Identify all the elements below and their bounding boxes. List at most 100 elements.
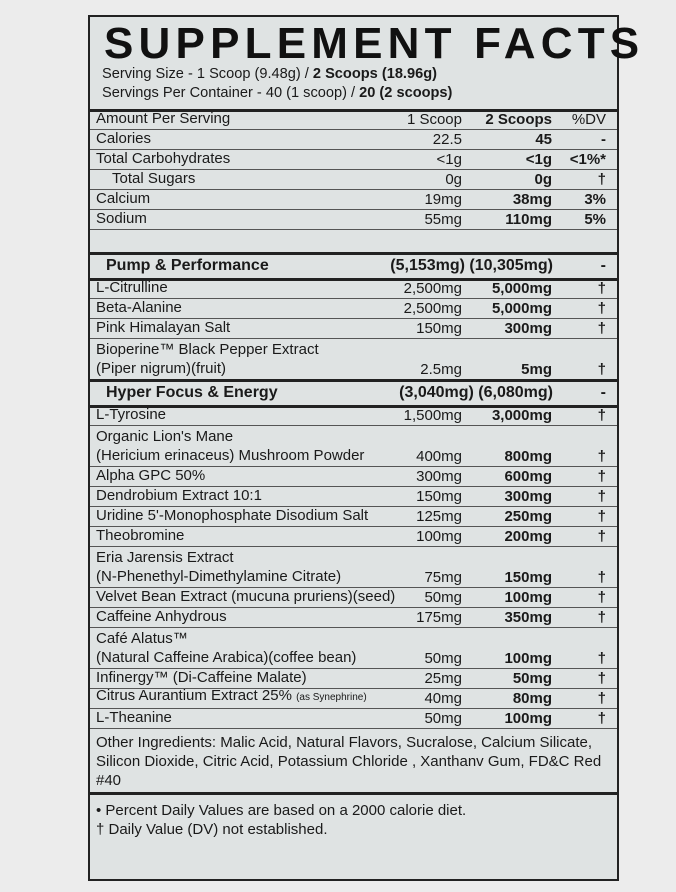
amount-1-scoop: 150mg <box>416 320 462 337</box>
amount-2-scoops: 800mg <box>504 448 552 465</box>
amount-2-scoops: 50mg <box>512 670 552 687</box>
ingredient-name-text: Beta-Alanine <box>96 299 182 316</box>
ingredient-name-detail: (Hericium erinaceus) Mushroom Powder <box>96 447 365 464</box>
label-title: SUPPLEMENT FACTS <box>104 19 645 68</box>
amount-2-scoops: 38mg <box>512 191 552 208</box>
ingredient-name: Infinergy™ (Di-Caffeine Malate) <box>96 668 307 687</box>
ingredient-name-text: Infinergy™ (Di-Caffeine Malate) <box>96 669 307 686</box>
ingredient-name: Sodium <box>96 209 147 228</box>
ingredient-name-text: Pink Himalayan Salt <box>96 319 231 336</box>
ingredient-name-text: Dendrobium Extract 10:1 <box>96 487 262 504</box>
daily-value: † <box>597 300 606 317</box>
ingredient-name: Calcium <box>96 189 150 208</box>
section-dv: - <box>600 257 606 274</box>
amount-2-scoops: 5mg <box>521 361 552 378</box>
table-row: Café Alatus™ (Natural Caffeine Arabica)(c… <box>90 627 617 668</box>
ingredient-name: Alpha GPC 50% <box>96 466 205 485</box>
serving-size: Serving Size - 1 Scoop (9.48g) / 2 Scoop… <box>102 66 437 82</box>
serving-size-text: Serving Size - 1 Scoop (9.48g) / <box>102 66 313 82</box>
amount-1-scoop: 0g <box>445 171 462 188</box>
section-title: Hyper Focus & Energy <box>106 384 278 401</box>
section-header: Hyper Focus & Energy (3,040mg) (6,080mg) - <box>90 379 617 405</box>
amount-1-scoop: 2,500mg <box>403 280 462 297</box>
ingredient-name-text: Eria Jarensis Extract <box>96 549 234 566</box>
ingredient-name-text: Total Sugars <box>112 170 196 187</box>
amount-2-scoops: 100mg <box>504 589 552 606</box>
daily-value: † <box>597 407 606 424</box>
ingredient-name-text: Calcium <box>96 190 151 207</box>
ingredient-name-text: Velvet Bean Extract (mucuna pruriens)(se… <box>96 588 396 605</box>
ingredient-name-text: Caffeine Anhydrous <box>96 608 227 625</box>
ingredient-name: L-Citrulline <box>96 278 168 297</box>
table-row: Infinergy™ (Di-Caffeine Malate) 25mg 50mg † <box>90 668 617 688</box>
servings-per-container-text: Servings Per Container - 40 (1 scoop) / <box>102 85 360 101</box>
amount-2-scoops: <1g <box>525 151 552 168</box>
ingredient-name: Total Carbohydrates <box>96 149 230 168</box>
table-row: L-Tyrosine 1,500mg 3,000mg † <box>90 405 617 425</box>
table-row: Theobromine 100mg 200mg † <box>90 526 617 546</box>
amount-2-scoops: 5,000mg <box>491 280 552 297</box>
ingredient-name-text: Uridine 5'-Monophosphate Disodium Salt <box>96 507 369 524</box>
daily-value: † <box>597 589 606 606</box>
table-row: Calories 22.5 45 - <box>90 129 617 149</box>
daily-value: † <box>597 690 606 707</box>
ingredient-name: L-Theanine <box>96 708 172 727</box>
amount-1-scoop: 25mg <box>424 670 462 687</box>
table-row: Beta-Alanine 2,500mg 5,000mg † <box>90 298 617 318</box>
ingredient-name-text: L-Citrulline <box>96 279 168 296</box>
amount-1-scoop: 19mg <box>424 191 462 208</box>
daily-value: † <box>597 171 606 188</box>
amount-2-scoops: 300mg <box>504 488 552 505</box>
footnote: † Daily Value (DV) not established. <box>96 821 328 838</box>
table-row: Sodium 55mg 110mg 5% <box>90 209 617 229</box>
ingredient-name-text: Café Alatus™ <box>96 630 188 647</box>
amount-2-scoops: 200mg <box>504 528 552 545</box>
section-dv: - <box>600 384 606 401</box>
daily-value: † <box>597 448 606 465</box>
amount-1-scoop: 100mg <box>416 528 462 545</box>
amount-2-scoops: 100mg <box>504 710 552 727</box>
ingredient-name: Velvet Bean Extract (mucuna pruriens)(se… <box>96 587 395 606</box>
amount-2-scoops: 300mg <box>504 320 552 337</box>
ingredient-name-text: Bioperine™ Black Pepper Extract <box>96 341 319 358</box>
table-row: Eria Jarensis Extract (N-Phenethyl-Dimeth… <box>90 546 617 587</box>
ingredient-name: Café Alatus™ (Natural Caffeine Arabica)(c… <box>96 629 356 667</box>
ingredient-name: Citrus Aurantium Extract 25% (as Synephr… <box>96 686 367 707</box>
ingredient-name-text: L-Tyrosine <box>96 406 167 423</box>
nutrient-table: Amount Per Serving 1 Scoop 2 Scoops %DV Calo… <box>90 109 617 849</box>
daily-value: † <box>597 710 606 727</box>
ingredient-name-text: Organic Lion's Mane <box>96 428 234 445</box>
table-row: Caffeine Anhydrous 175mg 350mg † <box>90 607 617 627</box>
ingredient-name: Pink Himalayan Salt <box>96 318 230 337</box>
serving-size-bold: 2 Scoops (18.96g) <box>312 66 437 82</box>
amount-1-scoop: 55mg <box>424 211 462 228</box>
amount-1-scoop: 175mg <box>416 609 462 626</box>
ingredient-name: Organic Lion's Mane (Hericium erinaceus) … <box>96 427 364 465</box>
daily-value: <1%* <box>569 151 606 168</box>
ingredient-name: Dendrobium Extract 10:1 <box>96 486 262 505</box>
daily-value: † <box>597 361 606 378</box>
amount-1-scoop: 50mg <box>424 710 462 727</box>
ingredient-name: Calories <box>96 129 151 148</box>
table-row: Pink Himalayan Salt 150mg 300mg † <box>90 318 617 338</box>
section-amounts: (3,040mg) (6,080mg) <box>399 384 553 401</box>
ingredient-note: (as Synephrine) <box>296 692 367 703</box>
daily-value: † <box>597 468 606 485</box>
amount-2-scoops: 80mg <box>512 690 552 707</box>
amount-1-scoop: 400mg <box>416 448 462 465</box>
column-header-name: Amount Per Serving <box>96 110 231 127</box>
daily-value: † <box>597 609 606 626</box>
daily-value: - <box>601 131 606 148</box>
ingredient-name: Bioperine™ Black Pepper Extract (Piper ni… <box>96 340 319 378</box>
ingredient-name-text: L-Theanine <box>96 709 172 726</box>
amount-2-scoops: 150mg <box>504 569 552 586</box>
daily-value: 3% <box>584 191 606 208</box>
ingredient-name: Beta-Alanine <box>96 298 182 317</box>
other-ingredients: Other Ingredients: Malic Acid, Natural F… <box>96 734 602 789</box>
blank-row <box>90 229 617 252</box>
section-amounts: (5,153mg) (10,305mg) <box>390 257 553 274</box>
daily-value: † <box>597 320 606 337</box>
ingredient-name-text: Sodium <box>96 210 147 227</box>
column-header-2-scoops: 2 Scoops <box>485 111 552 128</box>
column-header-dv: %DV <box>571 111 606 128</box>
